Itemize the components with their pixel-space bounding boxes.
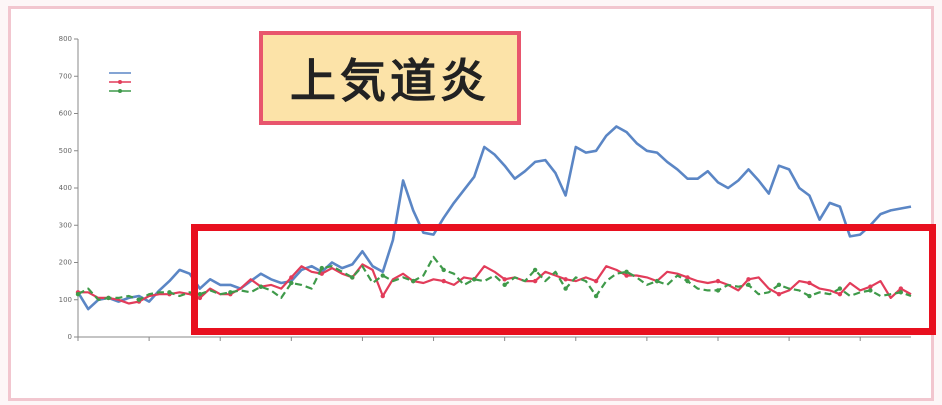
chart-plot-area: [75, 125, 912, 311]
data-point: [502, 277, 507, 282]
data-point: [685, 275, 690, 280]
data-point: [868, 288, 873, 293]
data-point: [441, 278, 446, 284]
chart-legend: [109, 72, 131, 93]
data-point: [898, 286, 904, 291]
data-point: [715, 278, 721, 284]
y-tick-label: 800: [59, 35, 72, 43]
data-point: [624, 269, 629, 275]
data-point: [563, 286, 568, 291]
data-point: [380, 273, 385, 278]
data-point: [837, 291, 843, 297]
chart-frame: 0 100 200 300 400 500 600 700 800 上気道炎: [8, 6, 936, 401]
y-tick-label: 500: [59, 147, 72, 155]
y-tick-label: 400: [59, 184, 72, 192]
data-point: [685, 278, 690, 284]
data-point: [563, 277, 568, 282]
chart-axes: 0 100 200 300 400 500 600 700 800: [59, 35, 911, 341]
legend-marker: [118, 89, 122, 93]
y-tick-label: 600: [59, 110, 72, 118]
data-point: [898, 290, 904, 295]
data-point: [837, 286, 843, 291]
data-point: [136, 297, 142, 302]
data-point: [167, 290, 172, 295]
data-point: [624, 273, 629, 278]
series-line-1: [76, 125, 912, 311]
y-tick-label: 300: [59, 221, 72, 229]
data-point: [441, 267, 446, 273]
data-point: [228, 290, 233, 295]
series-line-2: [78, 263, 912, 305]
data-point: [197, 291, 203, 297]
data-point: [593, 278, 599, 284]
data-point: [593, 293, 599, 299]
data-point: [807, 280, 812, 286]
line-chart: 0 100 200 300 400 500 600 700 800: [59, 35, 912, 341]
chart-heading: 上気道炎: [290, 54, 490, 108]
data-point: [411, 278, 416, 284]
data-point: [289, 275, 294, 280]
data-point: [502, 282, 507, 288]
data-point: [380, 293, 385, 299]
data-point: [197, 295, 203, 301]
data-point: [471, 277, 477, 282]
data-point: [532, 267, 538, 273]
data-point: [807, 293, 812, 299]
legend-marker: [118, 80, 122, 84]
data-point: [532, 278, 538, 284]
heading-box: 上気道炎: [259, 31, 521, 125]
data-point: [715, 288, 721, 293]
y-tick-label: 700: [59, 72, 72, 80]
data-point: [289, 280, 294, 286]
data-point: [746, 277, 751, 282]
data-point: [776, 282, 782, 288]
data-point: [746, 282, 751, 288]
data-point: [350, 275, 355, 280]
data-point: [75, 291, 81, 297]
data-point: [258, 284, 264, 289]
y-tick-label: 100: [59, 296, 72, 304]
data-point: [319, 265, 325, 271]
data-point: [106, 295, 111, 301]
y-tick-label: 200: [59, 259, 72, 267]
y-tick-label: 0: [68, 333, 72, 341]
data-point: [654, 278, 660, 284]
highlight-rectangle: [191, 224, 936, 335]
data-point: [776, 291, 782, 297]
data-point: [868, 284, 873, 289]
